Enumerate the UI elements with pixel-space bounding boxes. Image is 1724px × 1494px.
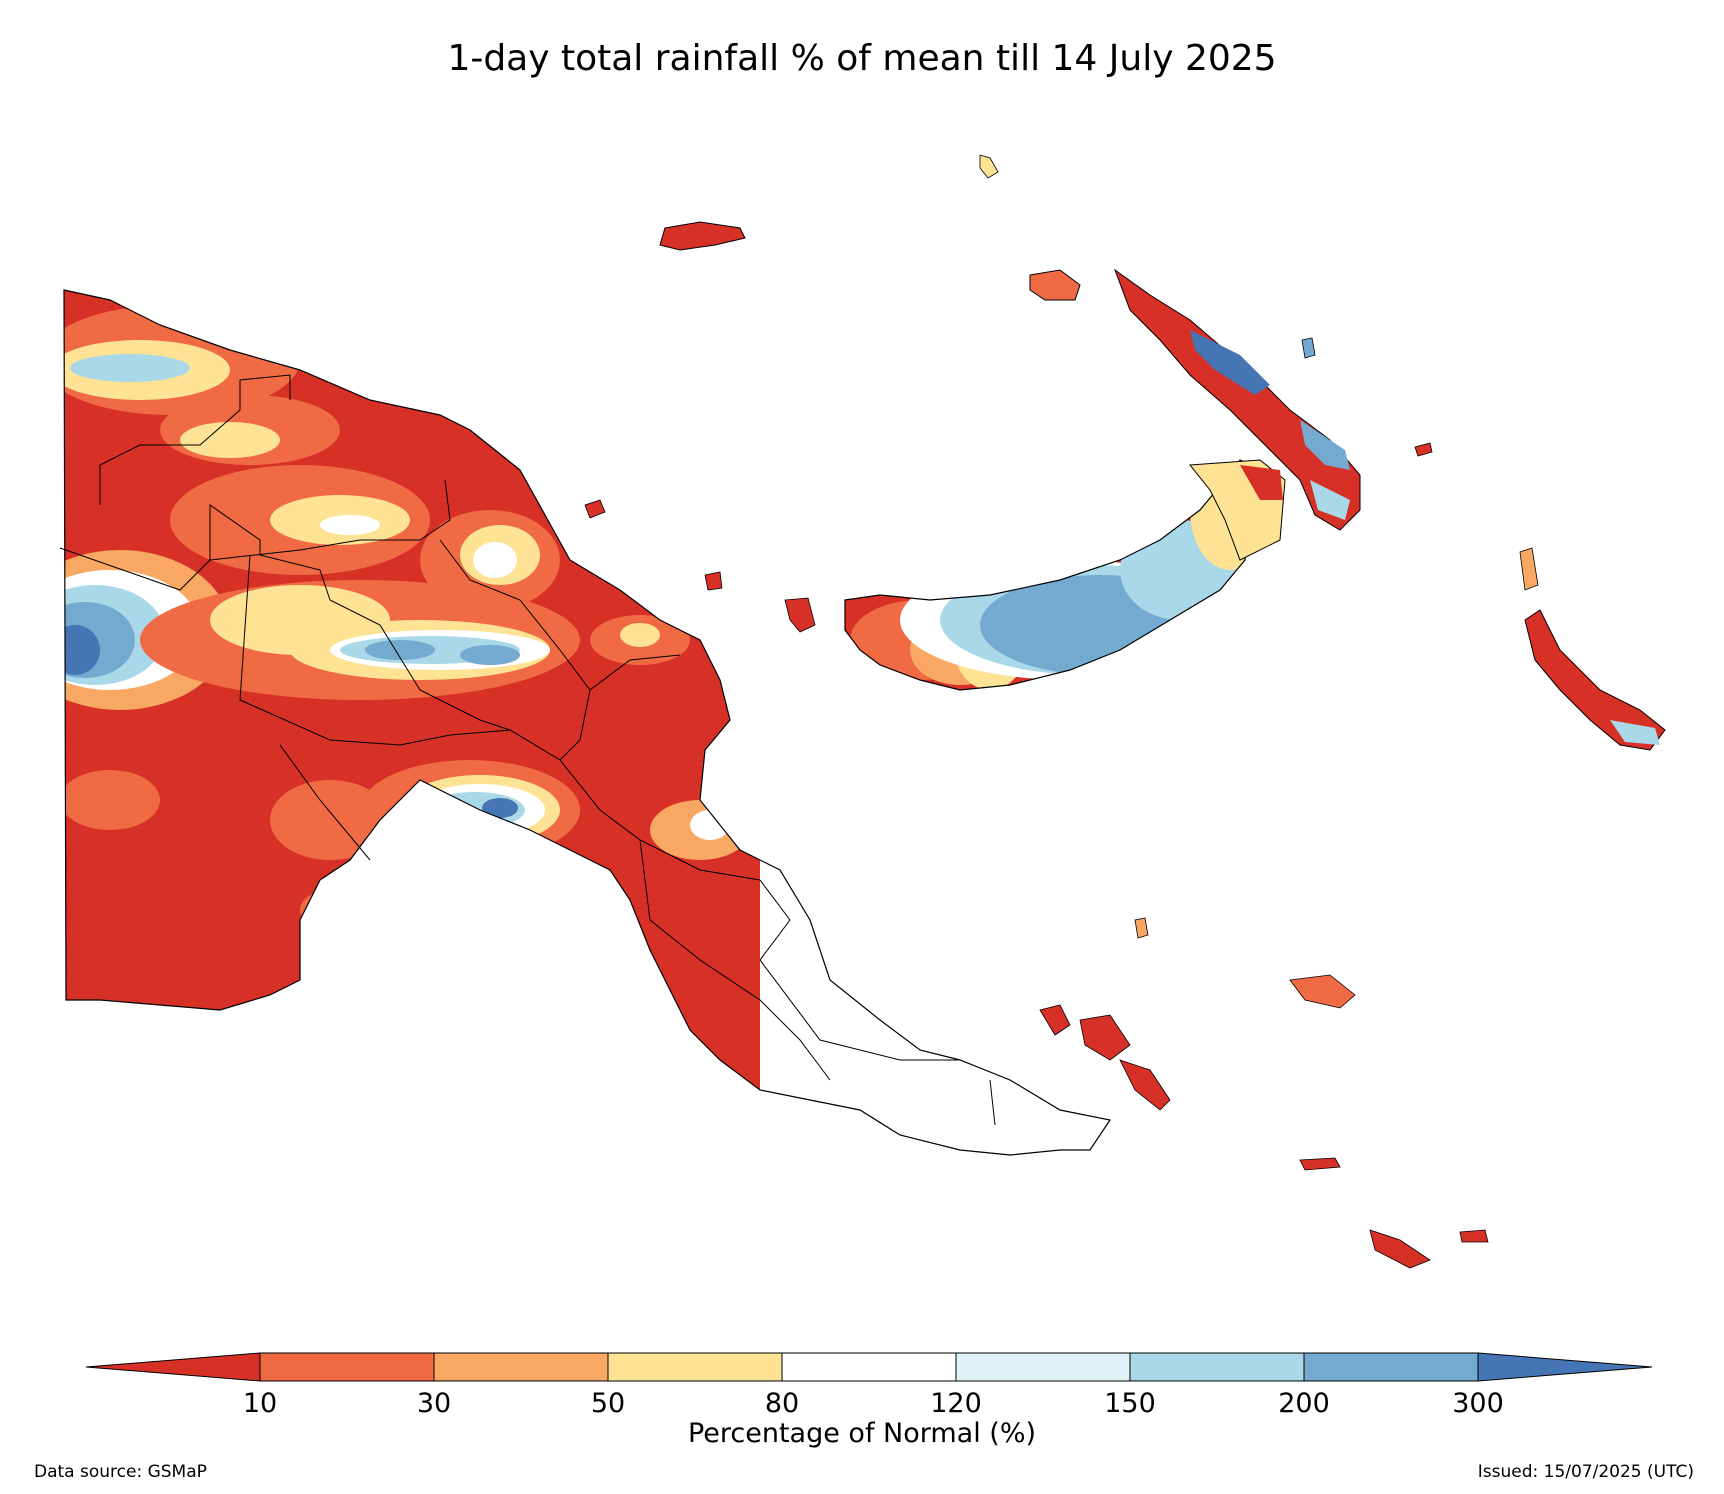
issued-date: Issued: 15/07/2025 (UTC) [1477,1462,1694,1482]
small-island-blue [1301,337,1316,359]
colorbar-tick: 150 [1104,1388,1156,1419]
small-island-southeast [1134,917,1149,939]
rossel-island [1459,1229,1489,1243]
mainland-coastline [63,289,1111,1156]
new-ireland-blue-patch-south [1300,420,1350,470]
colorbar-tick: 200 [1278,1388,1330,1419]
colorbar-segment-150-200 [1129,1352,1305,1382]
manus-island [659,221,746,251]
new-ireland-blue-patch [1190,330,1270,395]
new-ireland-light-patch [1310,480,1350,520]
small-island-karkar [584,499,606,519]
colorbar [85,1352,1653,1382]
small-island-north [979,154,999,179]
umboi-island [784,597,816,633]
map-title: 1-day total rainfall % of mean till 14 J… [447,38,1277,79]
trobriand-island-1 [1039,1004,1071,1036]
small-island-long [704,571,723,591]
colorbar-extend-low [85,1352,261,1382]
colorbar-segment-120-150 [955,1352,1131,1382]
misima-island [1299,1157,1341,1171]
colorbar-label: Percentage of Normal (%) [687,1418,1037,1449]
colorbar-segment-30-50 [433,1352,609,1382]
colorbar-segment-200-300 [1303,1352,1479,1382]
rossel-island-area [1369,1229,1431,1269]
colorbar-tick: 30 [416,1388,452,1419]
colorbar-tick: 10 [242,1388,278,1419]
woodlark-island [1289,974,1356,1009]
colorbar-tick: 80 [764,1388,800,1419]
colorbar-tick: 50 [590,1388,626,1419]
new-hanover [1029,269,1081,301]
colorbar-tick: 300 [1452,1388,1504,1419]
colorbar-extend-high [1477,1352,1653,1382]
dentrecasteaux-island-1 [1079,1014,1131,1061]
colorbar-segment-10-30 [259,1352,435,1382]
gazelle-peninsula-tip [1240,465,1283,500]
buka-island [1519,547,1539,591]
small-island-east [1414,442,1433,457]
bougainville-blue-patch [1610,720,1660,745]
mainland-rainfall-field [64,290,760,1155]
data-source: Data source: GSMaP [34,1462,207,1482]
dentrecasteaux-island-2 [1119,1059,1171,1111]
rainfall-map [59,154,1666,1269]
colorbar-segment-80-120 [781,1352,957,1382]
colorbar-tick: 120 [930,1388,982,1419]
province-boundaries [59,374,996,1126]
colorbar-segment-50-80 [607,1352,783,1382]
